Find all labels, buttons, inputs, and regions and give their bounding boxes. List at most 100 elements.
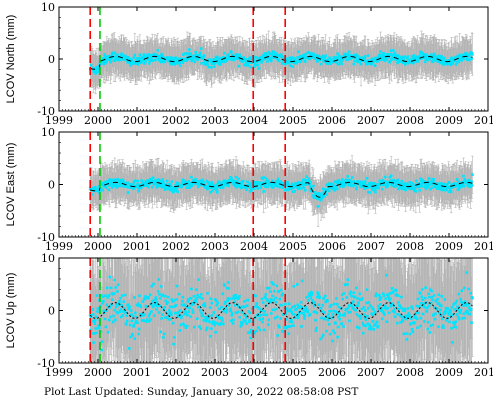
data-point	[222, 59, 225, 62]
data-point	[270, 52, 274, 55]
data-point	[272, 50, 276, 54]
data-point	[161, 54, 164, 58]
data-point	[352, 62, 356, 66]
data-point	[207, 65, 211, 69]
data-point	[212, 58, 216, 61]
data-point	[363, 56, 367, 60]
data-point	[253, 61, 257, 64]
data-point	[381, 56, 384, 60]
data-point	[267, 50, 271, 54]
data-point	[338, 54, 341, 58]
data-point	[323, 55, 327, 59]
data-point	[389, 49, 393, 52]
data-point	[432, 52, 436, 56]
data-point	[261, 59, 264, 62]
panel-2: 1999 2000 2001 2002 2003 2004 2005 2006 2007 2008…	[5, 126, 493, 253]
data-point	[173, 59, 176, 62]
data-point	[237, 64, 241, 68]
data-point	[270, 53, 274, 57]
x-tick-label: 2000	[84, 114, 112, 127]
data-point	[346, 58, 350, 61]
data-point	[341, 57, 345, 61]
data-point	[93, 70, 97, 74]
data-point	[163, 60, 166, 64]
data-point	[407, 61, 410, 65]
data-point	[406, 56, 409, 60]
data-point	[335, 60, 339, 64]
data-point	[263, 52, 267, 55]
data-point	[326, 58, 330, 61]
data-point	[109, 60, 112, 64]
data-point	[198, 53, 202, 57]
data-point	[194, 50, 197, 54]
data-point	[140, 59, 143, 63]
data-point	[121, 58, 125, 61]
data-point	[199, 47, 203, 50]
x-tick-label: 2008	[396, 114, 424, 127]
data-point	[448, 61, 452, 65]
data-point	[268, 52, 272, 56]
data-point	[159, 54, 163, 58]
data-point	[254, 56, 258, 59]
data-point	[230, 50, 233, 54]
data-point	[202, 54, 206, 58]
data-point	[462, 57, 465, 61]
data-point	[439, 61, 442, 65]
data-point	[157, 55, 161, 58]
data-point	[388, 60, 391, 64]
data-point	[413, 57, 417, 61]
data-points	[88, 47, 474, 75]
data-point	[366, 54, 370, 57]
data-point	[460, 59, 464, 62]
data-point	[423, 56, 427, 60]
data-point	[256, 63, 260, 67]
data-point	[222, 60, 226, 64]
data-point	[244, 57, 248, 61]
x-tick-label: 2004	[240, 114, 268, 127]
data-point	[148, 53, 152, 57]
data-point	[146, 53, 150, 56]
data-point	[400, 56, 404, 59]
data-point	[333, 58, 336, 62]
data-point	[319, 62, 323, 66]
data-point	[393, 51, 397, 55]
data-point	[411, 58, 414, 62]
data-point	[260, 61, 263, 64]
data-point	[151, 59, 155, 62]
data-point	[133, 53, 137, 57]
data-point	[172, 57, 176, 60]
data-point	[458, 53, 461, 57]
data-point	[403, 63, 407, 66]
data-point	[449, 57, 453, 61]
data-point	[412, 61, 415, 65]
data-point	[189, 53, 192, 56]
data-point	[470, 51, 474, 55]
data-point	[443, 61, 447, 64]
data-point	[366, 59, 370, 63]
data-point	[321, 55, 325, 59]
data-point	[243, 59, 247, 63]
data-point	[399, 58, 402, 61]
data-point	[275, 52, 278, 55]
plot-area	[88, 132, 474, 237]
data-point	[93, 67, 96, 70]
data-point	[389, 53, 393, 57]
data-point	[273, 53, 277, 57]
data-point	[253, 65, 256, 69]
data-point	[218, 59, 221, 63]
data-point	[149, 57, 153, 61]
data-point	[454, 63, 458, 66]
data-point	[97, 69, 101, 73]
y-axis-label: LCOV North (mm)	[5, 15, 17, 104]
data-point	[406, 55, 410, 58]
data-point	[380, 53, 384, 57]
x-tick-label: 2002	[162, 114, 190, 127]
data-point	[431, 60, 435, 64]
data-point	[456, 54, 460, 58]
data-point	[210, 66, 213, 69]
data-point	[173, 63, 177, 66]
data-point	[457, 60, 461, 64]
data-point	[336, 52, 339, 56]
data-point	[427, 58, 430, 62]
data-point	[112, 55, 115, 59]
